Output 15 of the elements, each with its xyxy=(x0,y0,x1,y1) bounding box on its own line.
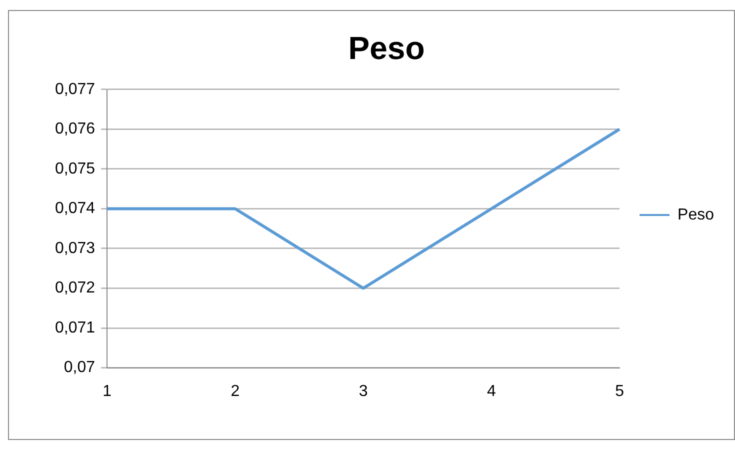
x-tick-label: 5 xyxy=(615,382,624,400)
x-tick-label: 1 xyxy=(102,382,112,400)
legend-label: Peso xyxy=(678,206,714,224)
x-tick-label: 4 xyxy=(486,382,496,400)
y-tick-label: 0,074 xyxy=(54,200,96,218)
y-tick-label: 0,075 xyxy=(54,160,96,178)
y-tick-label: 0,07 xyxy=(64,359,96,376)
x-tick-label: 3 xyxy=(358,382,368,400)
chart-title: Peso xyxy=(348,30,425,66)
x-tick-label: 2 xyxy=(230,382,240,400)
y-tick-label: 0,076 xyxy=(54,120,96,138)
y-tick-label: 0,077 xyxy=(54,80,96,98)
y-tick-label: 0,072 xyxy=(54,280,96,297)
y-tick-label: 0,071 xyxy=(54,319,96,336)
y-tick-label: 0,073 xyxy=(54,240,96,257)
